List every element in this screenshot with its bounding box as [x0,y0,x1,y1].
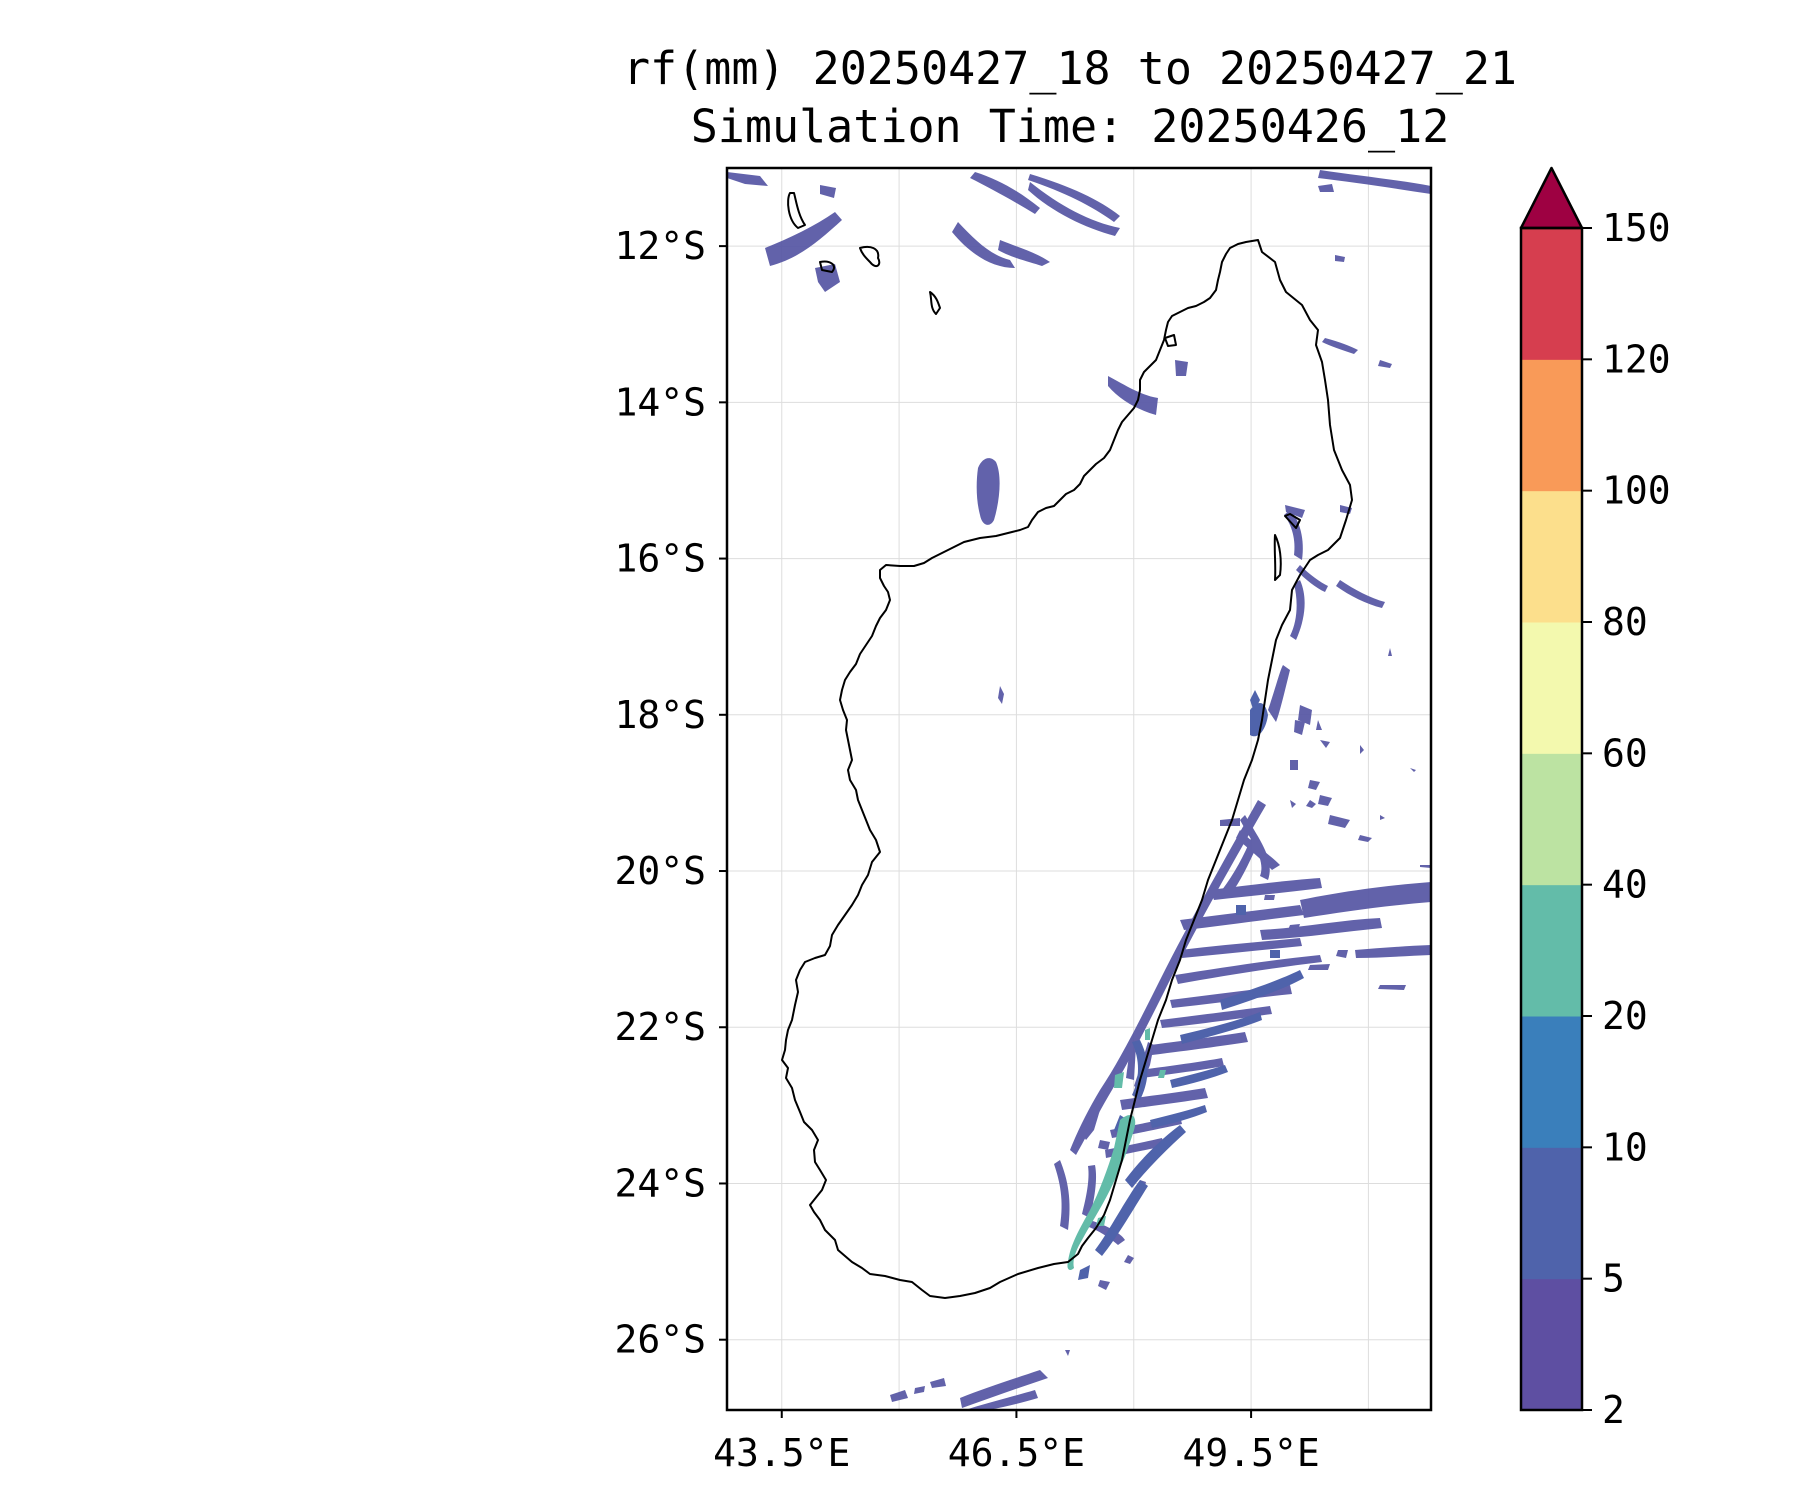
lat-tick-label: 24°S [614,1161,706,1205]
lat-tick-label: 14°S [614,380,706,424]
longitude-axis: 43.5°E 46.5°E 49.5°E [713,1410,1320,1475]
colorbar-segment [1521,1016,1582,1148]
colorbar-segment [1521,884,1582,1017]
gridlines [727,168,1431,1410]
colorbar-tick-label: 100 [1602,469,1671,513]
latitude-axis: 12°S 14°S 16°S 18°S 20°S 22°S 24°S 26°S [614,224,727,1362]
lat-tick-label: 22°S [614,1005,706,1049]
lon-tick-label: 46.5°E [948,1431,1085,1475]
lat-tick-label: 16°S [614,537,706,581]
colorbar-frame [1519,226,1584,1412]
colorbar-tick-label: 10 [1602,1125,1648,1169]
colorbar: 2 5 10 20 40 60 80 100 120 150 [1519,166,1671,1432]
lat-tick-label: 26°S [614,1318,706,1362]
colorbar-tick-label: 40 [1602,863,1648,907]
colorbar-tick-label: 20 [1602,994,1648,1038]
colorbar-tick-label: 2 [1602,1388,1625,1432]
lon-tick-label: 49.5°E [1182,1431,1319,1475]
colorbar-segment [1521,359,1582,492]
colorbar-segment [1521,228,1582,360]
map-title-line2: Simulation Time: 20250426_12 [690,100,1450,153]
colorbar-segment [1521,490,1582,623]
colorbar-tick-label: 150 [1602,206,1671,250]
rainfall-field [727,170,1431,1410]
lat-tick-label: 12°S [614,224,706,268]
rainfall-light [727,170,1431,1410]
lat-tick-label: 18°S [614,693,706,737]
map-frame [725,166,1433,1412]
coastline [781,192,1353,1299]
lon-tick-label: 43.5°E [713,1431,850,1475]
colorbar-segment [1521,622,1582,754]
colorbar-segment [1521,1147,1582,1280]
colorbar-tick-label: 5 [1602,1257,1625,1301]
colorbar-segment [1521,753,1582,886]
lat-tick-label: 20°S [614,849,706,893]
colorbar-extend-arrow [1519,166,1584,230]
colorbar-tick-label: 120 [1602,337,1671,381]
colorbar-segment [1521,1278,1582,1411]
colorbar-tick-label: 60 [1602,731,1648,775]
colorbar-tick-label: 80 [1602,600,1648,644]
map-title-line1: rf(mm) 20250427_18 to 20250427_21 [622,42,1518,95]
